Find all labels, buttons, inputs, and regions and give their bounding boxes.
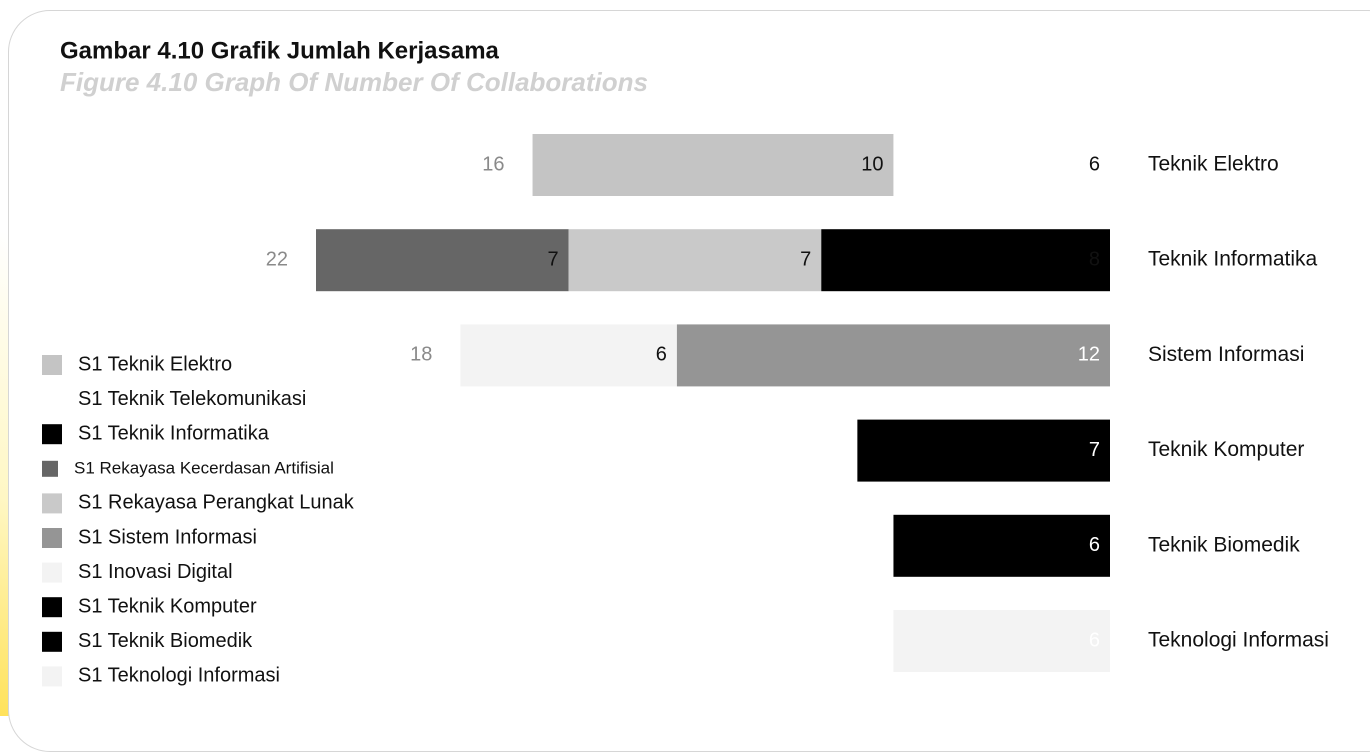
category-label: Teknik Komputer [1148, 438, 1304, 461]
value-label: 7 [1089, 439, 1100, 461]
category-label: Teknik Elektro [1148, 153, 1279, 176]
bar-segment [893, 134, 1110, 196]
chart: Gambar 4.10 Grafik Jumlah Kerjasama Figu… [42, 37, 1329, 687]
legend-label: S1 Teknik Telekomunikasi [78, 388, 306, 410]
bar-segment [568, 229, 822, 292]
legend-swatch [42, 631, 62, 652]
legend-swatch [42, 597, 62, 618]
category-label: Teknologi Informasi [1148, 629, 1329, 652]
category-label: Teknik Informatika [1148, 248, 1318, 271]
legend-swatch [42, 355, 62, 375]
bar-segment [460, 324, 677, 387]
value-label: 8 [1089, 248, 1100, 270]
bar-segment [893, 514, 1110, 577]
legend-label: S1 Teknik Biomedik [78, 630, 253, 652]
value-label: 6 [656, 344, 667, 366]
category-label: Teknik Biomedik [1148, 533, 1300, 556]
value-label: 7 [548, 248, 559, 270]
legend-swatch [42, 562, 62, 583]
value-label: 10 [861, 153, 883, 175]
total-label: 18 [410, 344, 432, 366]
bar-segment [316, 229, 569, 292]
legend-label: S1 Teknik Komputer [78, 595, 257, 617]
legend-label: S1 Teknik Elektro [78, 353, 232, 375]
category-label: Sistem Informasi [1148, 343, 1304, 366]
value-label: 6 [1089, 153, 1100, 175]
legend-label: S1 Inovasi Digital [78, 561, 233, 583]
value-label: 6 [1089, 629, 1100, 651]
value-label: 12 [1078, 344, 1100, 366]
legend-swatch [42, 424, 62, 445]
value-label: 7 [800, 248, 811, 270]
legend-swatch [42, 389, 62, 410]
chart-subtitle: Figure 4.10 Graph Of Number Of Collabora… [60, 67, 648, 97]
legend-swatch [42, 666, 62, 687]
legend-label: S1 Sistem Informasi [78, 526, 257, 548]
legend-label: S1 Rekayasa Perangkat Lunak [78, 492, 355, 514]
legend-swatch [42, 460, 58, 477]
value-label: 6 [1089, 534, 1100, 556]
total-label: 16 [482, 153, 504, 175]
legend-label: S1 Rekayasa Kecerdasan Artifisial [74, 458, 334, 477]
bar-segment [857, 419, 1110, 482]
chart-title: Gambar 4.10 Grafik Jumlah Kerjasama [60, 37, 500, 64]
legend-label: S1 Teknik Informatika [78, 422, 270, 444]
legend-swatch [42, 493, 62, 514]
total-label: 22 [266, 248, 288, 270]
bar-segment [676, 324, 1110, 387]
bar-segment [893, 610, 1110, 672]
legend-swatch [42, 528, 62, 548]
legend-label: S1 Teknologi Informasi [78, 665, 280, 687]
bar-segment [821, 229, 1110, 292]
bar-segment [532, 134, 894, 196]
